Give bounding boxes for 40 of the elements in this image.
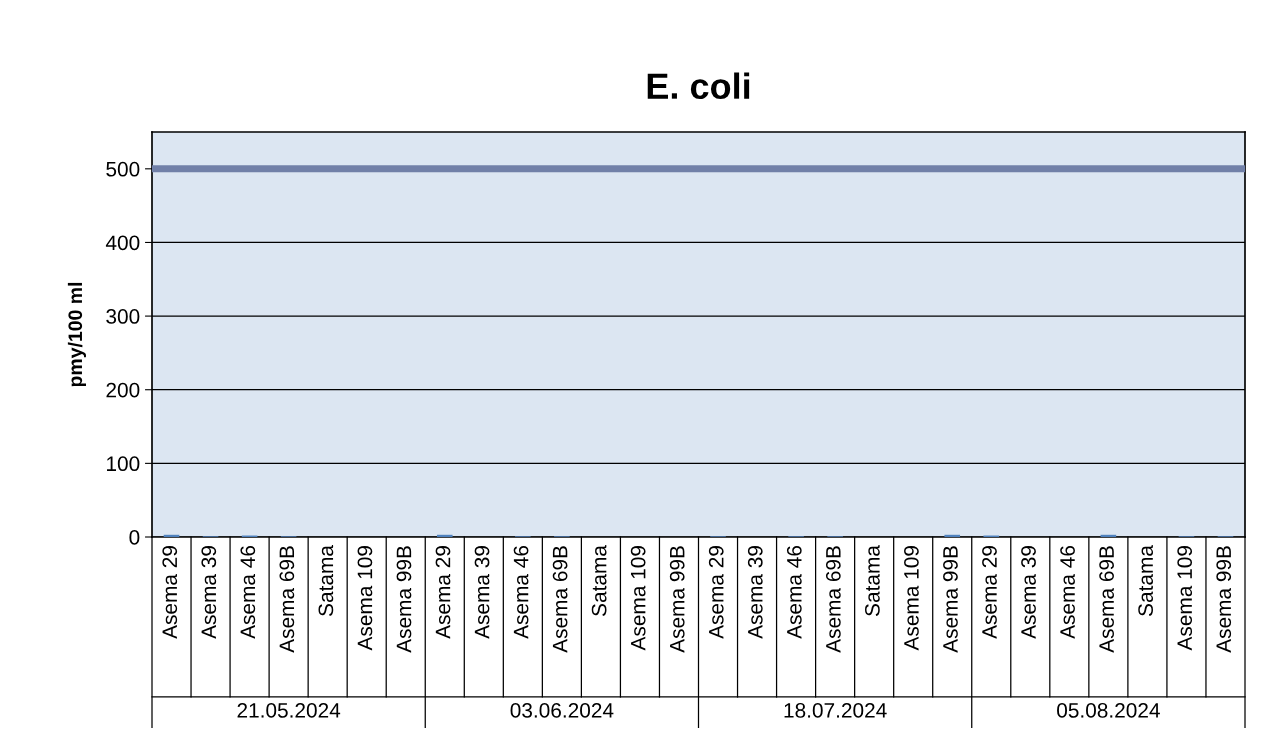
x-tick-label: Asema 69B — [1099, 546, 1114, 653]
x-tick-label: Asema 99B — [943, 546, 958, 653]
x-tick-label: Asema 46 — [786, 546, 802, 639]
x-tick-label: Asema 109 — [630, 546, 646, 651]
text: 21.05.2024 — [237, 703, 341, 718]
y-axis-title: pmy/100 ml — [67, 282, 86, 387]
y-tick-label: 400 — [105, 235, 140, 251]
x-tick-label: Asema 29 — [435, 546, 451, 639]
x-tick-label: Asema 109 — [904, 546, 919, 651]
x-tick-label: Asema 39 — [474, 546, 490, 639]
x-tick-label: Asema 29 — [708, 546, 724, 639]
x-tick-label: Asema 109 — [357, 546, 373, 651]
x-tick-label: Asema 39 — [201, 546, 217, 639]
x-tick-label: Asema 69B — [279, 546, 295, 653]
x-tick-label: Asema 69B — [825, 546, 841, 653]
x-tick-label: Asema 39 — [747, 546, 763, 639]
x-tick-label: Asema 29 — [982, 546, 997, 639]
x-tick-label: Asema 99B — [669, 546, 685, 653]
x-tick-label: Asema 39 — [1021, 546, 1036, 639]
x-tick-label: Asema 99B — [396, 546, 412, 653]
y-tick-label: 200 — [106, 382, 140, 398]
text: 03.06.2024 — [510, 703, 614, 718]
x-tick-label: Asema 29 — [162, 546, 178, 639]
text: 05.08.2024 — [1057, 703, 1160, 718]
x-tick-label: Asema 46 — [240, 546, 256, 639]
y-tick-label: 300 — [106, 309, 140, 324]
x-tick-label: Satama — [591, 545, 607, 616]
x-tick-label: Asema 46 — [1060, 546, 1075, 639]
y-tick-label: 100 — [107, 456, 140, 472]
x-tick-label: Satama — [865, 545, 880, 616]
x-tick-label: Satama — [318, 545, 334, 616]
y-tick-label: 500 — [106, 161, 140, 177]
x-tick-label: Asema 99B — [1216, 546, 1232, 653]
text: 18.07.2024 — [784, 703, 887, 718]
chart-title: E. coli — [647, 72, 750, 100]
y-tick-label: 0 — [129, 530, 140, 545]
x-tick-label: Satama — [1138, 545, 1153, 616]
x-tick-label: Asema 46 — [513, 546, 529, 639]
x-tick-label: Asema 109 — [1177, 546, 1193, 651]
x-tick-label: Asema 69B — [552, 546, 568, 653]
